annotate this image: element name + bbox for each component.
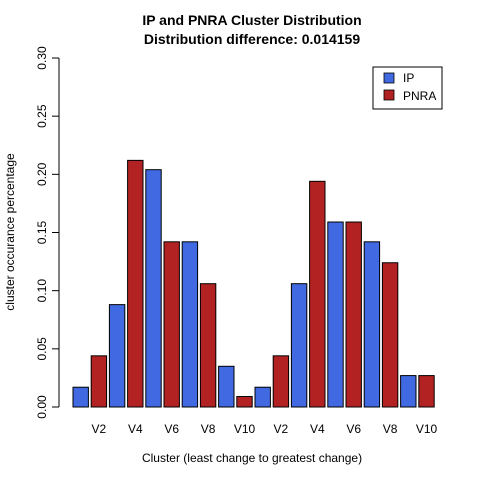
legend-label-pnra: PNRA — [403, 89, 436, 103]
x-axis-title: Cluster (least change to greatest change… — [142, 451, 362, 465]
bar-pnra-v4 — [127, 159, 144, 408]
y-tick-label: 0.00 — [35, 395, 49, 419]
x-tick-label: V10 — [416, 422, 438, 436]
x-tick-label: V4 — [310, 422, 325, 436]
bar-pnra-v10 — [236, 396, 253, 408]
x-tick-label: V6 — [164, 422, 179, 436]
bar-pnra-v4 — [309, 180, 326, 408]
x-tick-labels: V2 V4 V6 V8 V10 V2 V4 V6 V8 V10 — [92, 422, 438, 436]
chart-subtitle: Distribution difference: 0.014159 — [144, 31, 361, 47]
x-tick-label: V8 — [201, 422, 216, 436]
y-axis: 0.00 0.05 0.10 0.15 0.20 0.25 0.30 — [35, 46, 60, 419]
y-tick-label: 0.25 — [35, 104, 49, 128]
x-tick-label: V6 — [346, 422, 361, 436]
legend-label-ip: IP — [403, 71, 414, 85]
y-tick-label: 0.20 — [35, 162, 49, 186]
bar-pnra-v6 — [345, 221, 362, 408]
bar-ip-v5 — [327, 221, 344, 408]
bar-ip-v9 — [400, 375, 417, 408]
bar-ip-v7 — [363, 241, 381, 408]
bar-ip-v1 — [254, 386, 271, 408]
y-axis-title: cluster occurance percentage — [3, 153, 17, 311]
bar-ip-v7 — [181, 241, 199, 408]
x-tick-label: V8 — [383, 422, 398, 436]
bar-ip-v9 — [218, 365, 235, 408]
bar-pnra-v10 — [418, 375, 435, 408]
x-tick-label: V2 — [274, 422, 289, 436]
x-tick-label: V2 — [92, 422, 107, 436]
legend-swatch-pnra — [383, 89, 395, 101]
bars-group — [72, 159, 435, 408]
legend-box — [372, 66, 443, 110]
y-tick-label: 0.30 — [35, 46, 49, 70]
legend: IP PNRA — [372, 66, 443, 110]
bar-ip-v1 — [72, 386, 89, 408]
bar-ip-v5 — [145, 169, 162, 408]
y-tick-label: 0.10 — [35, 279, 49, 303]
bar-pnra-v2 — [272, 355, 290, 408]
bar-pnra-v8 — [381, 262, 399, 408]
x-tick-label: V10 — [234, 422, 256, 436]
legend-swatch-ip — [383, 72, 395, 84]
x-tick-label: V4 — [128, 422, 143, 436]
chart-title: IP and PNRA Cluster Distribution — [142, 12, 361, 28]
bar-pnra-v2 — [90, 355, 108, 408]
bar-pnra-v8 — [199, 283, 217, 408]
y-tick-label: 0.15 — [35, 220, 49, 244]
bar-ip-v3 — [108, 304, 126, 408]
y-tick-label: 0.05 — [35, 337, 49, 361]
bar-pnra-v6 — [163, 241, 180, 408]
bar-ip-v3 — [290, 283, 308, 408]
